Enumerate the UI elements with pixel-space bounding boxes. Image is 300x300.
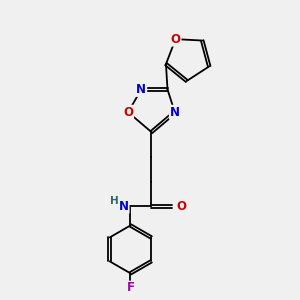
Text: H: H	[110, 196, 119, 206]
Text: F: F	[126, 281, 134, 295]
Text: O: O	[170, 33, 181, 46]
Text: O: O	[177, 200, 187, 213]
Text: O: O	[123, 106, 133, 119]
Text: N: N	[119, 200, 129, 213]
Text: N: N	[170, 106, 180, 119]
Text: N: N	[136, 83, 146, 96]
